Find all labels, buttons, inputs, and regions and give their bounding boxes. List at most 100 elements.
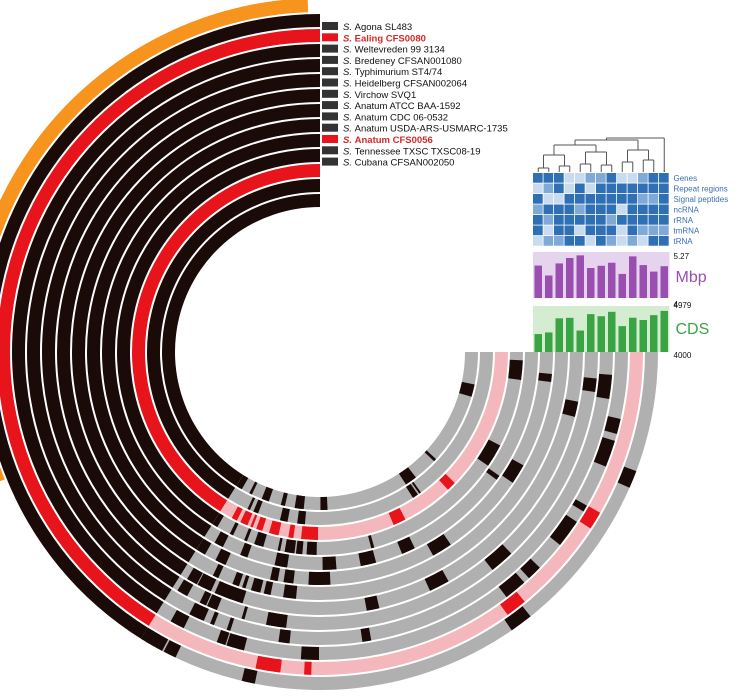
ring-presence-block xyxy=(502,459,524,483)
mbp-bar xyxy=(587,268,595,298)
genome-label: S. Heidelberg CFSAN002064 xyxy=(343,79,467,90)
ring-presence-block xyxy=(177,579,194,597)
ring-presence-block xyxy=(216,629,230,646)
species-abbrev: S. xyxy=(343,124,355,135)
ring-accessory-segment xyxy=(204,352,538,570)
cds-bar xyxy=(576,330,584,352)
heatmap-cell xyxy=(533,236,543,246)
heatmap-cell xyxy=(648,194,659,204)
genome-rings xyxy=(0,0,659,690)
mbp-bar xyxy=(608,262,616,298)
genome-ring xyxy=(42,74,599,630)
heatmap-cell xyxy=(638,173,648,183)
species-abbrev: S. xyxy=(343,79,355,90)
species-abbrev: S. xyxy=(343,90,355,101)
cds-bar-panel: 4979 4000 CDS xyxy=(533,301,709,360)
species-abbrev: S. xyxy=(343,101,355,112)
cds-bar xyxy=(555,318,563,352)
genome-label: S. Typhimurium ST4/74 xyxy=(343,67,442,78)
genome-label: S. Anatum CFS0056 xyxy=(343,135,433,146)
heatmap-cell xyxy=(533,183,543,194)
ring-accessory-segment xyxy=(188,352,568,600)
species-abbrev: S. xyxy=(343,158,355,169)
ring-presence-block xyxy=(320,496,328,510)
ring-presence-block xyxy=(406,485,416,498)
ring-presence-block xyxy=(604,416,621,434)
ring-presence-block xyxy=(212,563,224,579)
strain-name: Agona SL483 xyxy=(355,22,413,33)
heatmap-cell xyxy=(533,215,543,225)
heatmap-cell xyxy=(585,236,596,246)
ring-presence-block xyxy=(508,359,523,380)
heatmap-cell xyxy=(659,173,669,183)
strain-name: Heidelberg CFSAN002064 xyxy=(355,79,467,90)
strain-name: Tennessee TXSC TXSC08-19 xyxy=(355,146,481,157)
heatmap-cell xyxy=(638,183,648,194)
heatmap-cell xyxy=(554,215,564,225)
heatmap-cell xyxy=(596,204,606,215)
genome-ring xyxy=(132,164,508,540)
heatmap-cell xyxy=(659,183,669,194)
ring-presence-block xyxy=(297,510,304,525)
ring-accessory-segment xyxy=(180,352,584,615)
mbp-bar xyxy=(576,255,584,298)
heatmap-cell xyxy=(564,215,575,225)
ring-presence-block xyxy=(231,506,243,521)
ring-presence-block xyxy=(358,550,377,567)
heatmap-cell xyxy=(627,215,638,225)
ring-presence-block xyxy=(459,381,475,397)
mbp-bar xyxy=(629,256,637,298)
ring-presence-block xyxy=(304,661,312,675)
heatmap-cell xyxy=(596,173,606,183)
genome-label-swatch xyxy=(322,112,338,121)
ring-presence-block xyxy=(300,646,320,660)
ring-presence-block xyxy=(256,516,267,531)
heatmap-cell xyxy=(606,173,617,183)
ring-presence-block xyxy=(242,575,250,589)
genome-label-swatch xyxy=(322,55,338,64)
genome-label: S. Anatum CDC 06-0532 xyxy=(343,112,448,123)
mbp-max-tick: 5.27 xyxy=(674,252,690,261)
heatmap-cell xyxy=(533,173,543,183)
ring-presence-block xyxy=(263,580,274,596)
heatmap-cell xyxy=(585,183,596,194)
ring-presence-block xyxy=(170,609,190,629)
ring-presence-block xyxy=(249,481,258,495)
heatmap-cell xyxy=(638,225,648,236)
genome-label: S. Tennessee TXSC TXSC08-19 xyxy=(343,146,480,157)
genome-ring xyxy=(57,88,584,615)
ring-presence-block xyxy=(196,538,212,555)
ring-presence-block xyxy=(189,602,200,617)
ring-accessory-segment xyxy=(236,352,478,510)
heatmap-cell xyxy=(543,173,554,183)
genome-label: S. Agona SL483 xyxy=(343,22,412,33)
genome-label-swatch xyxy=(322,44,338,53)
ring-presence-block xyxy=(231,634,244,650)
ring-presence-block xyxy=(581,506,601,526)
ring-presence-block xyxy=(408,483,418,497)
ring-presence-block xyxy=(232,571,244,587)
heatmap-row-label: rRNA xyxy=(674,216,694,225)
ring-presence-block xyxy=(140,627,155,643)
heatmap-cell xyxy=(659,204,669,215)
genome-ring xyxy=(0,29,644,676)
strain-name: Anatum ATCC BAA-1592 xyxy=(355,101,461,112)
genome-label: S. Ealing CFS0080 xyxy=(343,33,426,44)
genome-ring xyxy=(101,134,538,570)
heatmap-cell xyxy=(575,194,585,204)
genome-label-swatch xyxy=(322,146,338,155)
genome-ring xyxy=(147,179,493,525)
heatmap-cell xyxy=(554,183,564,194)
genome-label-swatch xyxy=(322,78,338,87)
heatmap-cell xyxy=(638,204,648,215)
heatmap-cell xyxy=(533,194,543,204)
species-abbrev: S. xyxy=(343,56,355,67)
cds-max-tick: 4979 xyxy=(674,301,692,310)
ring-presence-block xyxy=(146,630,159,646)
species-abbrev: S. xyxy=(343,22,355,33)
ring-presence-block xyxy=(261,486,274,502)
species-abbrev: S. xyxy=(343,135,355,146)
ring-presence-block xyxy=(538,372,552,383)
ring-presence-block xyxy=(322,556,337,570)
